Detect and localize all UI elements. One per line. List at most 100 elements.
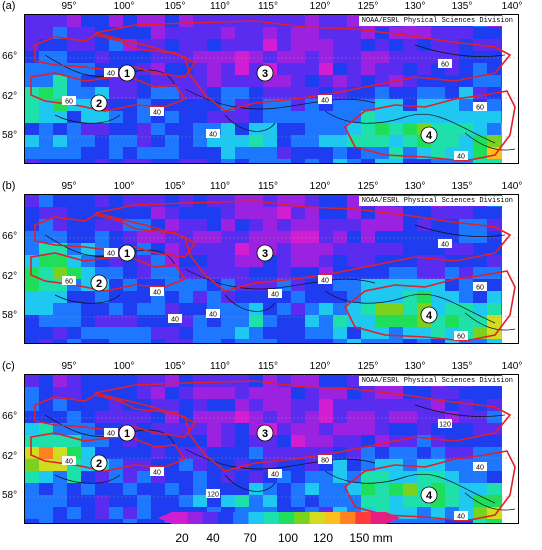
contour-label-bg [318,275,332,284]
grid-cell [179,387,194,400]
grid-cell [319,135,334,148]
grid-cell [235,339,250,343]
grid-cell [417,111,432,124]
grid-cell [25,219,40,232]
precipitation-map: 40 40 40 40 60 60 60 40 1 2 3 4 NOAA/ESRL Physical S… [24,14,519,164]
grid-cell [151,159,166,163]
grid-cell [459,495,474,508]
grid-cell [403,159,418,163]
grid-cell [249,483,264,496]
longitude-tick: 140° [501,181,523,192]
grid-cell [193,147,208,160]
grid-cell [431,207,446,220]
grid-cell [221,447,236,460]
grid-cell [221,207,236,220]
region-boundary [30,252,187,292]
longitude-tick: 140° [501,1,523,12]
region-number: 4 [426,490,433,502]
grid-cell [431,507,446,520]
grid-cell [375,315,390,328]
longitude-tick: 110° [210,181,230,192]
grid-cell [221,159,236,163]
grid-cell [361,51,376,64]
grid-cell [249,111,264,124]
grid-cell [235,231,250,244]
grid-cell [333,15,348,28]
grid-cell [67,75,82,88]
grid-cell [221,75,236,88]
grid-cell [249,303,264,316]
grid-cell [361,435,376,448]
grid-cell [319,255,334,268]
grid-cell [123,111,138,124]
grid-cell [277,447,292,460]
grid-cell [207,447,222,460]
grid-cell [263,27,278,40]
grid-cell [375,327,390,340]
grid-cell [389,135,404,148]
grid-cell [347,291,362,304]
grid-cell [487,435,502,448]
grid-cell [333,471,348,484]
region-marker [90,94,108,112]
contour-label: 60 [441,62,449,69]
grid-cell [137,111,152,124]
region-number: 4 [426,310,433,322]
longitude-tick: 135° [451,1,473,12]
grid-cell [263,411,278,424]
grid-cell [305,315,320,328]
grid-cell [347,63,362,76]
grid-cell [249,207,264,220]
grid-cell [333,411,348,424]
colorbar-cell [172,512,188,524]
grid-cell [333,387,348,400]
region-marker [90,274,108,292]
grid-cell [81,411,96,424]
grid-cell [291,483,306,496]
grid-cell [403,267,418,280]
grid-cell [39,63,54,76]
grid-cell [291,75,306,88]
grid-cell [235,51,250,64]
grid-cell [375,75,390,88]
contour-line [464,492,516,511]
grid-cell [263,51,278,64]
contour-label-bg [104,68,118,77]
contour-label: 80 [321,458,329,465]
grid-cell [375,399,390,412]
grid-cell [431,147,446,160]
grid-cell [193,123,208,136]
grid-cell [333,195,348,208]
grid-cell [25,99,40,112]
grid-cell [347,255,362,268]
region-number: 4 [426,130,433,142]
grid-cell [291,435,306,448]
grid-cell [109,339,124,343]
region-boundary [30,72,187,112]
region-boundary [30,432,187,472]
grid-cell [25,291,40,304]
grid-cell [291,327,306,340]
grid-cell [95,471,110,484]
region-boundary [94,200,512,292]
grid-cell [375,243,390,256]
grid-cell [67,435,82,448]
grid-cell [403,39,418,52]
grid-cell [165,135,180,148]
grid-cell [263,267,278,280]
grid-cell [417,51,432,64]
grid-cell [81,207,96,220]
grid-cell [291,375,306,388]
grid-cell [445,279,460,292]
grid-cell [53,15,68,28]
grid-cell [305,219,320,232]
grid-cell [403,507,418,520]
grid-cell [249,327,264,340]
grid-cell [277,459,292,472]
grid-cell [333,495,348,508]
grid-cell [375,51,390,64]
grid-cell [81,27,96,40]
contour-label-bg [150,287,164,296]
grid-cell [487,483,502,496]
grid-cell [193,471,208,484]
